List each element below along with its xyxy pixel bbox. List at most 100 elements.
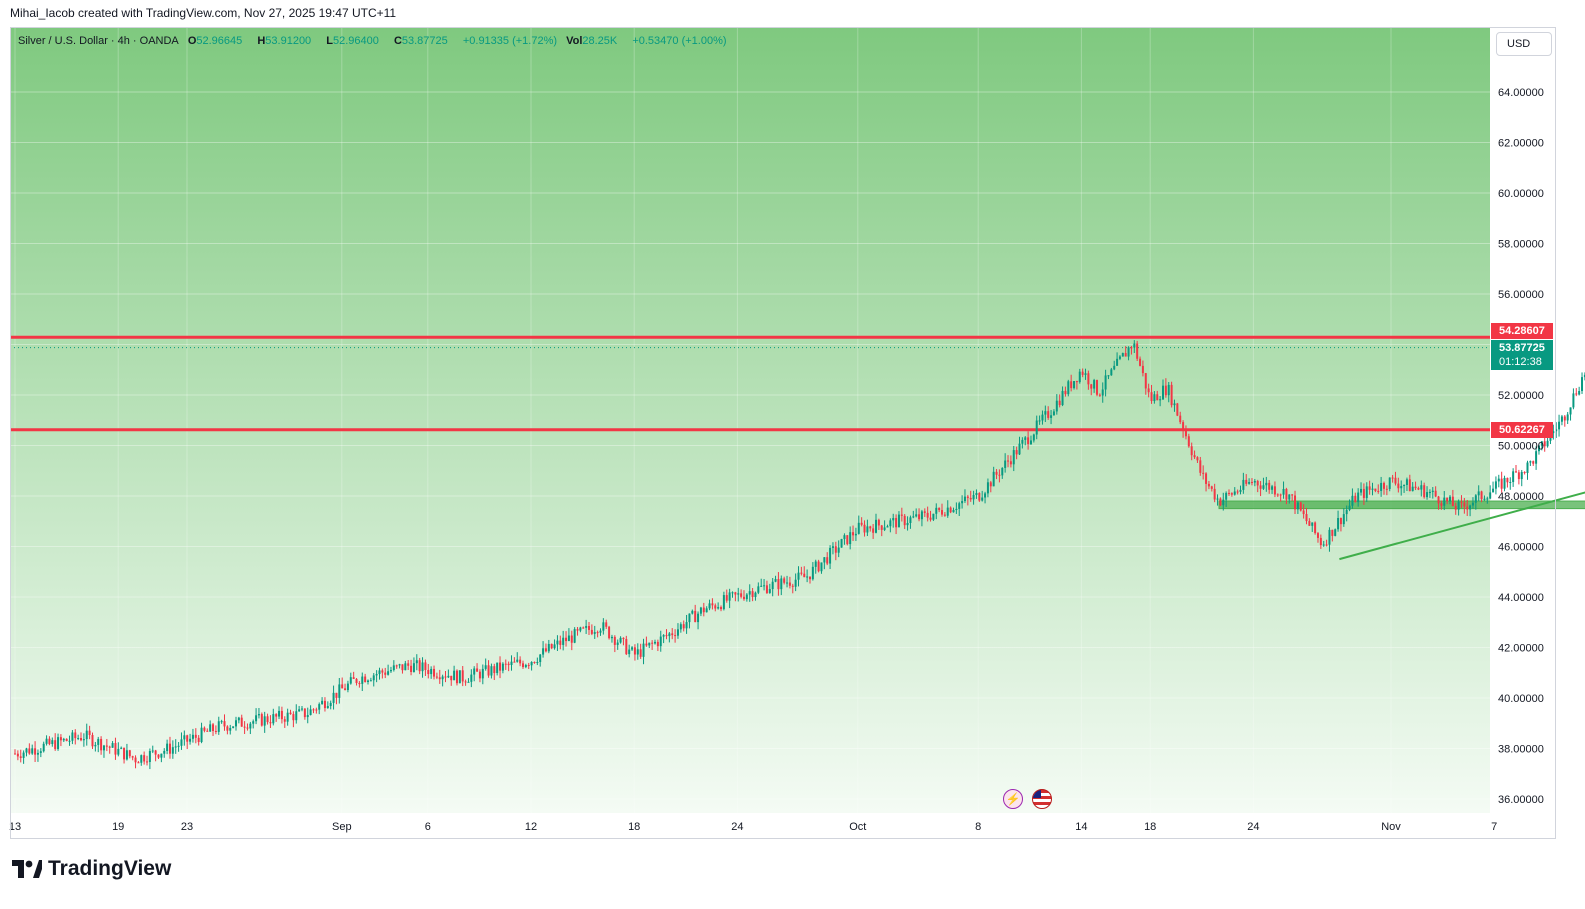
candle-body (424, 662, 427, 670)
open-value: 52.96645 (196, 35, 243, 47)
candle-body (295, 711, 298, 721)
candle-body (1147, 388, 1150, 393)
candle-body (1546, 440, 1549, 447)
us-flag-icon[interactable] (1032, 789, 1052, 809)
candle-body (427, 669, 430, 675)
candle-body (633, 647, 636, 655)
tradingview-logo[interactable]: TradingView (12, 857, 171, 881)
candle-body (1087, 373, 1090, 385)
candle-body (355, 678, 358, 684)
event-lightning-icon[interactable]: ⚡ (1003, 789, 1023, 809)
candle-body (628, 649, 631, 655)
candle-body (1302, 510, 1305, 515)
candle-body (1090, 384, 1093, 389)
candle-body (266, 716, 269, 723)
candle-body (676, 629, 679, 636)
candle-body (829, 547, 832, 564)
candle-body (473, 668, 476, 675)
candle-body (1095, 380, 1098, 395)
candle-body (831, 546, 834, 548)
candle-body (788, 582, 791, 586)
candle-body (1583, 374, 1585, 378)
candle-body (1394, 477, 1397, 484)
candle-body (1294, 495, 1297, 510)
currency-button[interactable]: USD (1496, 32, 1552, 56)
candle-body (1431, 490, 1434, 492)
candle-body (1342, 514, 1345, 525)
candle-body (97, 738, 100, 745)
x-tick-label: 18 (1144, 821, 1156, 833)
candle-body (461, 670, 464, 682)
candle-body (197, 737, 200, 743)
candle-body (421, 662, 424, 672)
candle-body (1529, 461, 1532, 463)
candle-body (1578, 391, 1581, 395)
volume-change: +0.53470 (+1.00%) (632, 35, 727, 47)
candle-body (1555, 429, 1558, 432)
candle-body (125, 750, 128, 760)
candle-body (1207, 483, 1210, 487)
candle-body (1093, 380, 1096, 389)
candle-body (1248, 482, 1251, 484)
candle-body (521, 663, 524, 668)
candle-body (656, 641, 659, 647)
candle-body (857, 522, 860, 534)
symbol-label[interactable]: Silver / U.S. Dollar · 4h · OANDA (18, 35, 179, 47)
candle-body (556, 640, 559, 645)
candle-body (602, 622, 605, 631)
y-tick-label: 46.00000 (1498, 542, 1544, 554)
y-tick-label: 40.00000 (1498, 693, 1544, 705)
candle-body (1222, 499, 1225, 506)
y-tick-label: 62.00000 (1498, 138, 1544, 150)
candle-body (1127, 347, 1130, 357)
candle-body (140, 755, 143, 763)
candle-body (189, 738, 192, 742)
candle-body (286, 712, 289, 722)
candle-body (866, 526, 869, 533)
candle-body (654, 641, 657, 644)
candle-body (1035, 420, 1038, 435)
candle-body (642, 643, 645, 657)
candle-body (117, 748, 120, 755)
candle-body (490, 666, 493, 676)
candle-body (453, 670, 456, 681)
candle-body (806, 576, 809, 578)
candle-body (163, 750, 166, 754)
candle-body (214, 731, 217, 733)
x-tick-label: Oct (849, 821, 866, 833)
candle-body (1308, 521, 1311, 526)
y-tick-label: 44.00000 (1498, 592, 1544, 604)
candle-body (754, 592, 757, 598)
candle-body (444, 676, 447, 678)
candle-body (938, 507, 941, 511)
candle-body (949, 507, 952, 513)
candle-body (757, 586, 760, 593)
candle-body (1202, 472, 1205, 474)
candle-body (685, 622, 688, 629)
candle-body (389, 670, 392, 672)
candle-body (519, 659, 522, 664)
candle-body (332, 692, 335, 703)
candle-body (1575, 393, 1578, 395)
candle-body (102, 745, 105, 751)
candle-body (507, 663, 510, 666)
candle-body (71, 732, 74, 741)
candle-body (843, 535, 846, 540)
candle-body (45, 738, 48, 744)
y-tick-label: 56.00000 (1498, 289, 1544, 301)
candle-body (631, 647, 634, 650)
candle-body (143, 755, 146, 762)
candle-body (166, 743, 169, 751)
candle-body (180, 739, 183, 746)
candle-body (249, 723, 252, 729)
candle-body (1483, 498, 1486, 500)
candle-body (1067, 381, 1070, 395)
open-label: O (187, 35, 197, 47)
candle-body (935, 507, 938, 514)
candle-body (114, 743, 117, 755)
candle-body (1164, 385, 1167, 396)
candle-body (742, 596, 745, 600)
y-tick-label: 64.00000 (1498, 87, 1544, 99)
candle-body (527, 665, 530, 667)
candle-body (1121, 353, 1124, 357)
